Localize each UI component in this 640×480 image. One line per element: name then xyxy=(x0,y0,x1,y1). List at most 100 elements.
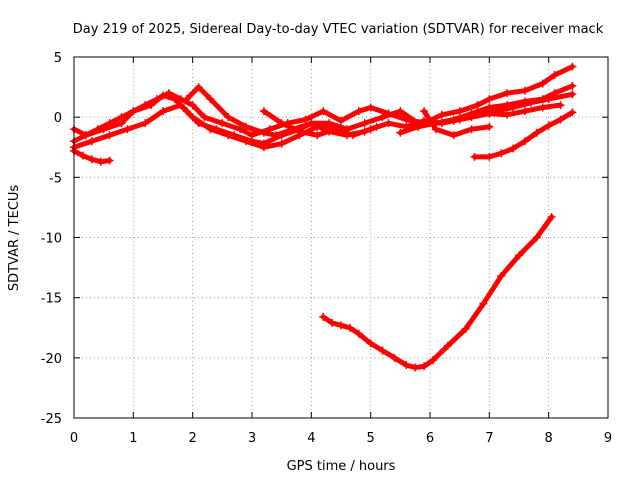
chart-title: Day 219 of 2025, Sidereal Day-to-day VTE… xyxy=(73,22,604,37)
data-point xyxy=(206,125,215,134)
data-point xyxy=(360,127,369,136)
data-point xyxy=(526,98,535,107)
data-point xyxy=(78,151,87,160)
data-point xyxy=(271,131,280,140)
data-point xyxy=(325,119,334,128)
data-point xyxy=(159,107,167,116)
data-point xyxy=(550,71,559,80)
data-point xyxy=(520,86,529,95)
data-point xyxy=(402,361,411,370)
y-tick-label: -20 xyxy=(41,352,62,367)
y-tick-label: -10 xyxy=(41,232,62,247)
data-point xyxy=(485,109,494,118)
series-track-i xyxy=(470,108,577,161)
data-point xyxy=(485,152,494,161)
data-point xyxy=(467,125,476,134)
data-point xyxy=(319,107,328,116)
data-point xyxy=(384,119,393,128)
data-point xyxy=(568,81,577,90)
data-point xyxy=(568,62,577,71)
data-point xyxy=(544,95,553,104)
data-point xyxy=(337,321,345,330)
data-point xyxy=(485,122,494,131)
data-point xyxy=(503,110,512,119)
data-point xyxy=(301,115,310,124)
x-tick-label: 9 xyxy=(604,431,612,446)
data-point xyxy=(515,251,523,260)
data-point xyxy=(224,131,233,140)
data-point xyxy=(331,125,340,134)
y-tick-label: 0 xyxy=(54,111,62,126)
data-point xyxy=(470,152,479,161)
data-point xyxy=(96,157,105,166)
y-tick-label: 5 xyxy=(54,51,62,66)
data-point xyxy=(443,341,452,350)
data-point xyxy=(461,324,470,333)
data-point xyxy=(345,323,354,332)
data-point xyxy=(532,233,541,242)
data-point xyxy=(414,122,423,131)
data-point xyxy=(123,125,132,134)
data-point xyxy=(556,101,565,110)
x-tick-label: 3 xyxy=(248,431,256,446)
data-point xyxy=(497,272,506,281)
series-track-g xyxy=(396,101,565,137)
data-point xyxy=(277,139,286,148)
data-point xyxy=(568,90,577,99)
data-point xyxy=(568,108,577,117)
data-point xyxy=(473,101,482,110)
data-point xyxy=(556,115,565,124)
data-point xyxy=(87,155,96,164)
data-point xyxy=(538,103,547,112)
data-point xyxy=(520,107,529,116)
data-point xyxy=(295,127,304,136)
data-point xyxy=(194,83,203,92)
data-point xyxy=(378,113,387,122)
data-point xyxy=(105,156,114,165)
y-tick-label: -5 xyxy=(49,171,62,186)
data-point xyxy=(411,363,420,372)
data-point xyxy=(360,119,369,128)
data-point xyxy=(455,107,464,116)
data-point xyxy=(366,339,375,348)
data-point xyxy=(176,101,185,110)
tick-layer: 0 1 2 3 4 5 6 7 8 9 -25 -20 -15 -10 -5 0 5 xyxy=(41,51,612,446)
series-track-e xyxy=(182,83,381,140)
data-point xyxy=(354,107,363,116)
data-point xyxy=(437,110,446,119)
series-track-j xyxy=(319,213,556,372)
y-axis-label: SDTVAR / TECUs xyxy=(7,185,22,292)
data-point xyxy=(259,107,268,116)
series-line xyxy=(320,214,555,370)
data-point xyxy=(188,101,197,110)
data-point xyxy=(206,95,215,104)
data-point xyxy=(520,137,529,146)
data-point xyxy=(147,101,156,110)
data-point xyxy=(420,107,429,116)
data-point xyxy=(337,116,345,125)
data-point xyxy=(532,128,541,137)
data-point xyxy=(396,107,405,116)
data-point xyxy=(159,91,167,100)
x-tick-label: 6 xyxy=(426,431,434,446)
data-point xyxy=(509,103,518,112)
data-point xyxy=(390,353,399,362)
data-point xyxy=(538,79,547,88)
data-point xyxy=(547,213,556,222)
data-point xyxy=(328,318,337,327)
data-point xyxy=(544,121,553,130)
data-point xyxy=(378,346,387,355)
data-point xyxy=(105,131,114,140)
data-point xyxy=(182,95,191,104)
data-point xyxy=(420,362,429,371)
data-point xyxy=(503,89,512,98)
data-point xyxy=(99,125,108,134)
series-track-h xyxy=(420,107,494,140)
x-tick-label: 7 xyxy=(485,431,493,446)
data-point xyxy=(431,125,440,134)
data-point xyxy=(87,137,96,146)
x-tick-label: 8 xyxy=(545,431,553,446)
data-point xyxy=(449,131,458,140)
data-point xyxy=(372,122,381,131)
data-point xyxy=(141,119,150,128)
